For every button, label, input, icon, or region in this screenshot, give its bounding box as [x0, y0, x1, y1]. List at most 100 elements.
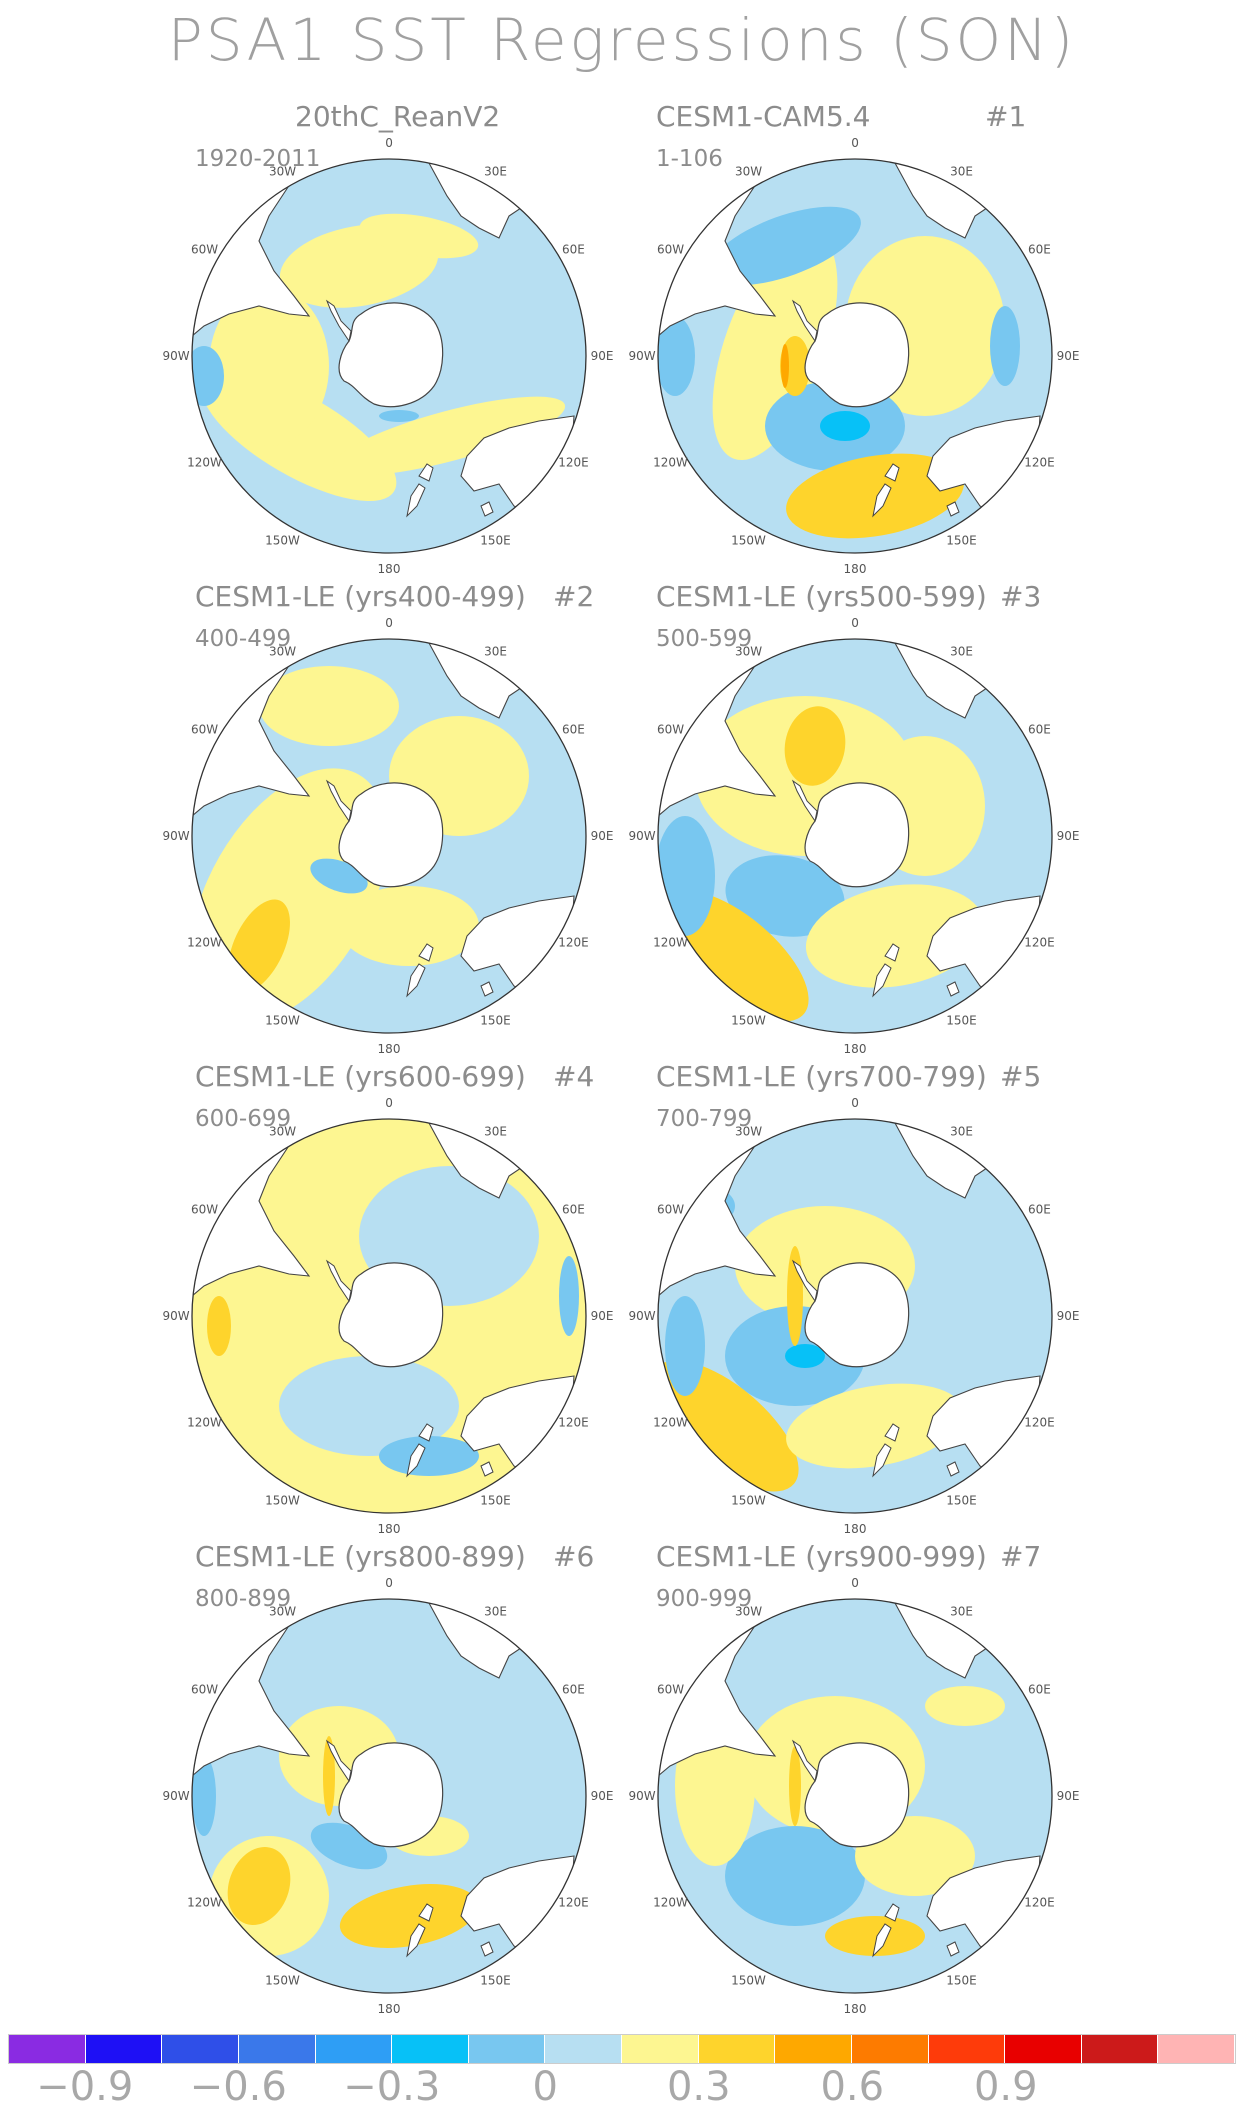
longitude-label: 150W	[265, 1493, 300, 1507]
longitude-label: 60E	[562, 1683, 585, 1697]
longitude-label: 90W	[162, 829, 189, 843]
map-boundary	[657, 638, 1053, 1034]
longitude-label: 0	[851, 136, 859, 150]
longitude-label: 90W	[628, 1789, 655, 1803]
map-boundary	[191, 638, 587, 1034]
panel-name: CESM1-LE (yrs700-799)	[656, 1060, 987, 1093]
longitude-label: 90W	[162, 1309, 189, 1323]
longitude-label: 90W	[628, 1309, 655, 1323]
longitude-label: 180	[844, 1522, 867, 1536]
longitude-label: 0	[385, 1096, 393, 1110]
longitude-label: 120W	[653, 1896, 688, 1910]
sst-anomaly-region	[209, 286, 329, 446]
colorbar-tick-label: 0.9	[973, 2064, 1038, 2110]
longitude-label: 0	[851, 1096, 859, 1110]
panel-years: 400-499	[195, 626, 292, 652]
tasmania-landmass	[480, 501, 494, 517]
colorbar-tick-label: 0.3	[666, 2064, 731, 2110]
longitude-label: 120W	[653, 1416, 688, 1430]
longitude-label: 90E	[1057, 1309, 1080, 1323]
map-boundary	[191, 1598, 587, 1994]
longitude-label: 90E	[591, 349, 614, 363]
longitude-label: 120W	[187, 456, 222, 470]
colorbar-tick-label: −0.3	[343, 2064, 441, 2110]
longitude-label: 0	[851, 616, 859, 630]
sst-anomaly-region	[784, 706, 846, 786]
tasmania-landmass	[946, 501, 960, 517]
colorbar-tick-label: −0.6	[189, 2064, 287, 2110]
longitude-label: 120E	[1024, 1416, 1055, 1430]
longitude-label: 30E	[950, 1125, 973, 1139]
sst-anomaly-region	[786, 453, 964, 539]
longitude-label: 120W	[187, 1896, 222, 1910]
antarctic-peninsula	[791, 1259, 818, 1303]
tasmania-landmass	[480, 1941, 494, 1957]
longitude-label: 150E	[480, 1493, 511, 1507]
longitude-label: 30E	[950, 1605, 973, 1619]
polar-sst-map-2: 0 30E 60E 90E 120E 150E 180 150W 120W 90W 60W 30W	[628, 136, 1079, 576]
longitude-label: 120W	[187, 1416, 222, 1430]
longitude-label: 180	[378, 562, 401, 576]
longitude-label: 180	[378, 1522, 401, 1536]
panel-name: CESM1-LE (yrs800-899)	[195, 1540, 526, 1573]
longitude-label: 0	[851, 1576, 859, 1590]
longitude-label: 90W	[628, 349, 655, 363]
colorbar-swatch	[851, 2035, 929, 2063]
antarctic-peninsula	[791, 1739, 818, 1783]
new-zealand-landmass	[406, 1423, 434, 1478]
sst-anomaly-region	[559, 1256, 579, 1336]
longitude-label: 120E	[558, 936, 589, 950]
colorbar-tick-label: 0.6	[820, 2064, 885, 2110]
longitude-label: 30W	[735, 1125, 762, 1139]
longitude-label: 60W	[191, 723, 218, 737]
panel-name: CESM1-CAM5.4	[656, 100, 871, 133]
longitude-label: 30W	[735, 165, 762, 179]
longitude-label: 120E	[558, 1416, 589, 1430]
colorbar-swatch	[928, 2035, 1006, 2063]
longitude-label: 150W	[731, 1013, 766, 1027]
panel-number: #4	[553, 1060, 595, 1093]
panel-name: CESM1-LE (yrs500-599)	[656, 580, 987, 613]
longitude-label: 90E	[1057, 1789, 1080, 1803]
longitude-label: 90E	[591, 1789, 614, 1803]
longitude-label: 30E	[484, 1605, 507, 1619]
longitude-label: 150E	[480, 533, 511, 547]
longitude-label: 30W	[269, 1605, 296, 1619]
sst-anomaly-region	[789, 1746, 801, 1826]
tasmania-landmass	[946, 1941, 960, 1957]
longitude-label: 30E	[950, 645, 973, 659]
sst-anomaly-region	[279, 1356, 459, 1456]
sst-anomaly-region	[925, 1686, 1005, 1726]
longitude-label: 30W	[269, 165, 296, 179]
longitude-label: 30W	[269, 645, 296, 659]
sst-anomaly-region	[725, 1826, 865, 1926]
colorbar-tick-label: 0	[532, 2064, 558, 2110]
longitude-label: 120W	[187, 936, 222, 950]
panel-name: CESM1-LE (yrs900-999)	[656, 1540, 987, 1573]
longitude-label: 60E	[1028, 1683, 1051, 1697]
sst-anomaly-region	[709, 206, 861, 286]
panel-number: #6	[553, 1540, 595, 1573]
panel-years: 500-599	[656, 626, 753, 652]
map-boundary	[191, 158, 587, 554]
colorbar-swatch	[1005, 2035, 1082, 2063]
tasmania-landmass	[480, 981, 494, 997]
sst-anomaly-region	[658, 816, 715, 936]
longitude-label: 120E	[558, 1896, 589, 1910]
longitude-label: 0	[385, 136, 393, 150]
sst-anomaly-region	[820, 411, 870, 441]
longitude-label: 180	[844, 1042, 867, 1056]
panel-number: #2	[553, 580, 595, 613]
longitude-label: 150W	[265, 1973, 300, 1987]
panel-years: 1920-2011	[195, 146, 321, 172]
sst-anomaly-region	[339, 886, 479, 966]
longitude-label: 150W	[731, 1973, 766, 1987]
longitude-label: 30E	[484, 1125, 507, 1139]
antarctic-peninsula	[791, 779, 818, 823]
sst-anomaly-region	[725, 855, 845, 937]
antarctic-peninsula	[325, 1259, 352, 1303]
longitude-label: 150E	[946, 1013, 977, 1027]
new-zealand-landmass	[872, 943, 900, 998]
longitude-label: 150W	[265, 533, 300, 547]
longitude-label: 60E	[1028, 1203, 1051, 1217]
